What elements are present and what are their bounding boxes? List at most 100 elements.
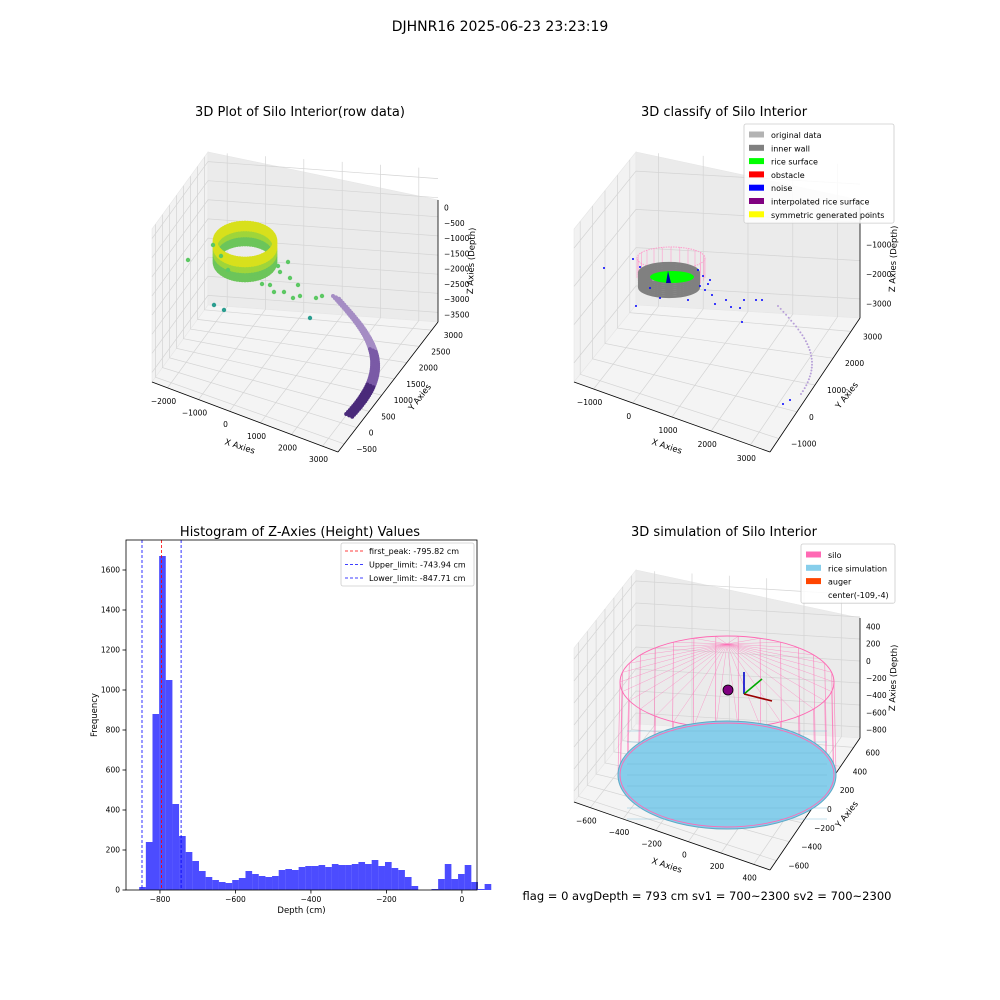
p1-x-tick-label: −1000	[182, 409, 208, 418]
p3-hist-bar	[365, 864, 372, 890]
p4-silo-vertical-line	[672, 642, 674, 731]
p4-silo-roof-line	[693, 643, 728, 726]
p2-trail-point	[799, 331, 802, 334]
p4-z-grid	[573, 712, 861, 792]
p4-silo-vertical-line	[831, 672, 834, 765]
p4-x-tick-label: 200	[710, 862, 725, 871]
p3-hist-bar	[318, 865, 326, 890]
p2-noise-point	[789, 399, 791, 401]
p1-scatter-point	[210, 242, 216, 248]
p2-trail-point	[803, 387, 806, 390]
p4-auger-y-arrow	[743, 678, 763, 695]
p4-silo-bottom-ring	[619, 722, 835, 828]
p3-hist-bar	[444, 864, 452, 890]
p4-silo-vertical-line	[833, 681, 837, 776]
p4-silo-roof-line	[726, 643, 799, 649]
p3-hist-bar	[438, 879, 445, 890]
p1-y-grid	[197, 166, 420, 347]
p3-hist-bar	[252, 874, 259, 890]
p3-x-axis-label: Depth (cm)	[277, 906, 325, 916]
p2-x-grid	[593, 153, 659, 390]
p2-legend-swatch	[749, 184, 764, 191]
p4-silo-roof-line	[726, 643, 739, 728]
p3-hist-bar	[451, 879, 459, 890]
p2-trail-point	[805, 384, 808, 387]
p4-silo-roof-line	[640, 643, 728, 656]
p1-scatter-point	[275, 263, 281, 269]
p4-legend-label: rice simulation	[828, 564, 887, 573]
p1-scatter-point	[277, 269, 283, 275]
p1-y-grid	[176, 195, 382, 396]
p2-z-tick-label: −3000	[866, 299, 892, 308]
p2-noise-point	[782, 403, 784, 405]
p2-noise-point	[635, 305, 637, 307]
p2-trail-point	[803, 337, 806, 340]
p1-scatter-point	[287, 275, 293, 281]
p2-noise-point	[649, 287, 651, 289]
p3-hist-bar	[258, 876, 266, 890]
p4-silo-roof-line	[726, 636, 739, 645]
p2-x-tick-label: 0	[626, 412, 631, 421]
p4-silo-roof-line	[622, 643, 728, 673]
p4-x-axis-label: X Axies	[650, 856, 683, 875]
p2-x-tick-label: −1000	[577, 398, 603, 407]
footer-status-text: flag = 0 avgDepth = 793 cm sv1 = 700~230…	[523, 889, 892, 903]
p3-x-tick-label: 0	[460, 895, 465, 904]
p4-x-tick-label: 0	[682, 851, 687, 860]
p4-z-grid	[573, 624, 861, 704]
p3-hist-bar	[192, 861, 199, 890]
p2-x-tick-label: 2000	[698, 440, 717, 449]
p4-silo-vertical-line	[692, 638, 695, 726]
p3-hist-bar	[351, 864, 359, 890]
p4-rice-rim	[617, 720, 837, 830]
p4-legend-swatch	[806, 564, 821, 571]
p2-y-tick-label: 1000	[827, 386, 846, 395]
p1-x-tick-label: −2000	[151, 397, 177, 406]
p2-noise-point	[739, 307, 741, 309]
p2-obstacle-marker	[666, 271, 671, 283]
p2-trail-point	[810, 369, 813, 372]
p2-legend-swatch	[749, 171, 764, 178]
p3-hist-bar	[384, 862, 392, 890]
p4-z-tick-label: −800	[866, 725, 887, 734]
p1-y-tick-label: 3000	[444, 331, 463, 340]
p1-y-axis-line	[337, 321, 439, 453]
p3-x-tick-label: −600	[225, 895, 246, 904]
p1-scatter-point	[281, 289, 287, 295]
p2-noise-point	[699, 285, 701, 287]
p2-trail-point	[810, 366, 813, 369]
p4-y-grid	[578, 642, 777, 861]
p2-trail-point	[800, 393, 802, 395]
p1-z-grid	[151, 237, 439, 316]
p3-axes-frame	[125, 539, 478, 891]
p2-x-tick-label: 3000	[737, 454, 756, 463]
p2-y-grid	[579, 221, 780, 439]
p3-hist-bar	[272, 876, 279, 890]
p4-z-grid	[573, 580, 861, 660]
p4-silo-vertical-line	[798, 647, 801, 737]
p1-x-grid	[260, 161, 343, 424]
p1-y-tick-label: 1000	[394, 396, 413, 405]
panel4-3d-axes: −600 −400 −200 0 200 400 −600 −400 −200 0 200 400 60…	[573, 543, 900, 882]
p1-y-grid	[155, 224, 345, 445]
p3-hist-bar	[238, 878, 246, 890]
p1-scatter-point	[295, 282, 301, 288]
p2-y-axis-line	[769, 317, 861, 453]
p3-hist-bar	[225, 883, 233, 890]
p1-y-grid	[162, 214, 357, 428]
p3-hist-bar	[458, 874, 465, 890]
panel1-title: 3D Plot of Silo Interior(row data)	[195, 105, 405, 120]
p1-z-tick-label: −2000	[444, 265, 470, 274]
p4-silo-roof-line	[629, 643, 728, 664]
p1-scatter-point	[290, 295, 296, 301]
p4-z-tick-label: −600	[866, 708, 887, 717]
p2-trail-point	[787, 316, 790, 319]
p2-trail-point	[797, 328, 800, 331]
p2-noise-point	[711, 294, 713, 296]
p2-trail-point	[779, 307, 782, 310]
p4-legend-label: auger	[828, 578, 852, 587]
p2-x-grid	[632, 155, 704, 404]
p1-scatter-point	[297, 293, 303, 299]
p4-y-tick-label: −400	[801, 843, 822, 852]
p2-noise-point	[697, 269, 699, 271]
